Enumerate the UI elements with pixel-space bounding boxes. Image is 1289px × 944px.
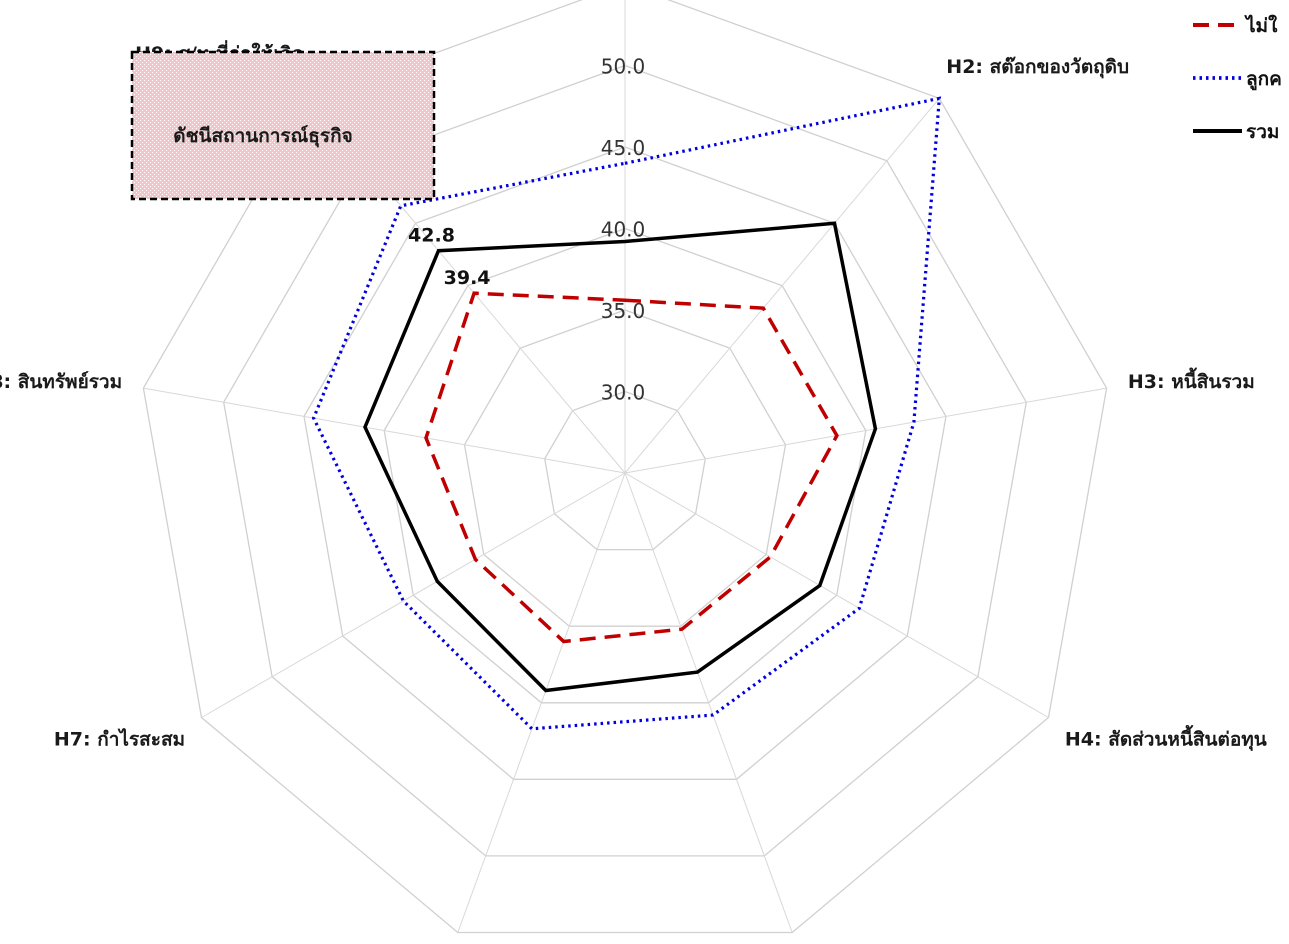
series-line (363, 221, 878, 693)
tick-label: 45.0 (601, 136, 646, 160)
axis-label: H8: สินทรัพย์รวม (0, 371, 122, 393)
grid-ring (142, 0, 1108, 934)
grid-ring (223, 64, 1027, 857)
tick-label: 30.0 (601, 381, 646, 405)
tick-label: 50.0 (601, 55, 646, 79)
radar-grid (142, 0, 1108, 934)
chart-title: ดัชนีสถานการณ์ธุรกิจ (173, 125, 352, 148)
tick-label: 35.0 (601, 299, 646, 323)
tick-label: 40.0 (601, 218, 646, 242)
series-line (311, 96, 942, 731)
axis-label: H4: สัดส่วนหนี้สินต่อทุน (1065, 725, 1267, 752)
data-label: 42.8 (408, 225, 455, 247)
legend-label: รวม (1246, 121, 1279, 143)
chart-title-box: ดัชนีสถานการณ์ธุรกิจ (130, 50, 436, 201)
grid-spoke (624, 387, 1107, 474)
data-label: 39.4 (444, 267, 491, 289)
grid-ring (303, 146, 947, 780)
grid-ring (544, 390, 706, 551)
axis-label: H7: กำไรสะสม (54, 728, 185, 751)
grid-ring (383, 227, 867, 704)
axis-label: H3: หนี้สินรวม (1128, 367, 1255, 393)
grid-spoke (457, 472, 626, 933)
series-line (424, 291, 839, 644)
grid-spoke (201, 472, 626, 718)
grid-spoke (624, 472, 793, 933)
grid-spoke (624, 98, 940, 474)
legend-label: ลูกค (1246, 68, 1282, 91)
radar-series (311, 96, 942, 731)
grid-spoke (143, 387, 626, 474)
grid-spoke (624, 472, 1049, 718)
legend-label: ไม่ใ (1244, 14, 1278, 37)
grid-ring (463, 309, 787, 627)
radar-tick-labels: 30.035.040.045.050.055.0 (601, 55, 646, 405)
axis-label: H2: สต๊อกของวัตถุดิบ (946, 56, 1129, 79)
